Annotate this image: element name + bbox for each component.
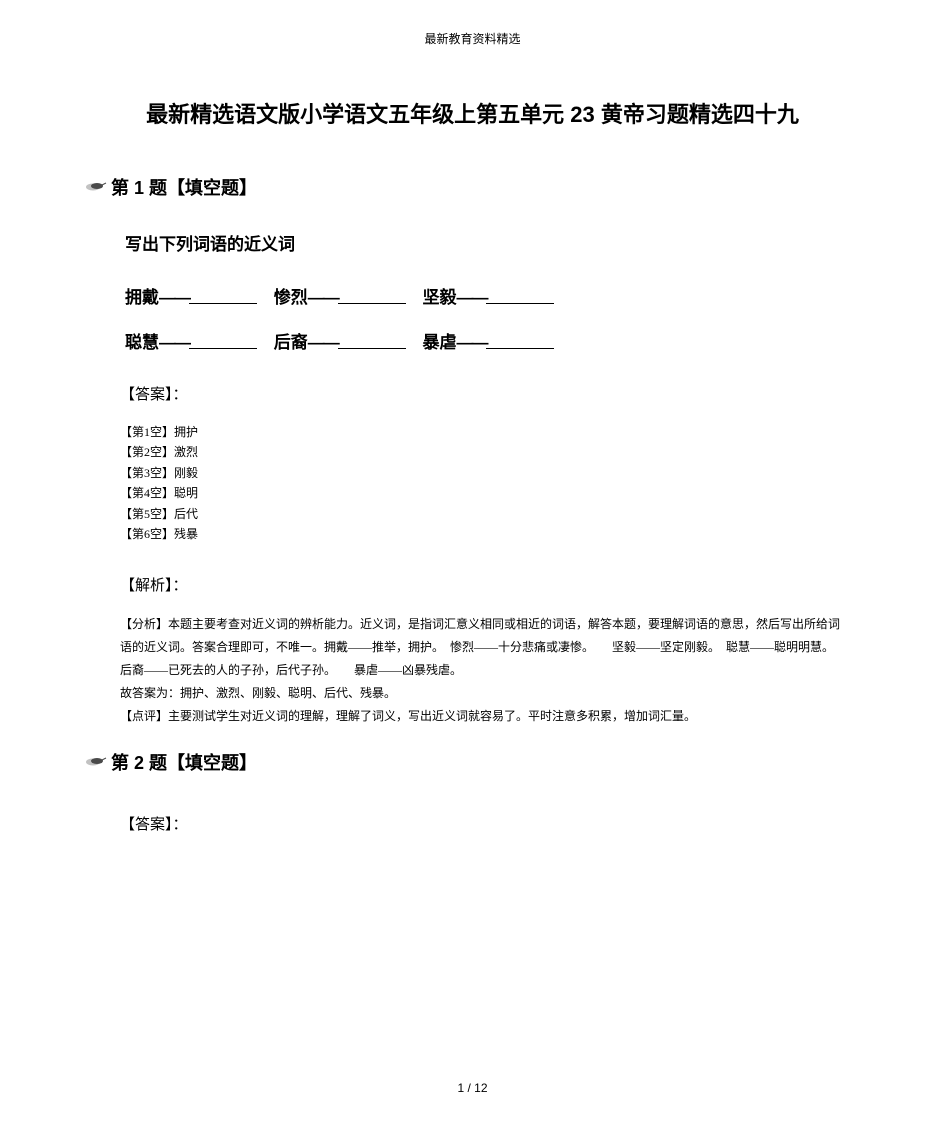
blank-item: 聪慧—— <box>125 328 257 353</box>
answer-label-2: 【答案】： <box>120 813 850 834</box>
answer-item: 【第3空】刚毅 <box>120 463 850 483</box>
answer-item: 【第2空】激烈 <box>120 442 850 462</box>
page-number: 1 / 12 <box>457 1081 487 1095</box>
page-header: 最新教育资料精选 <box>95 30 850 47</box>
analysis-paragraph: 故答案为：拥护、激烈、刚毅、聪明、后代、残暴。 <box>120 682 840 705</box>
analysis-text: 【分析】本题主要考查对近义词的辨析能力。近义词，是指词汇意义相同或相近的词语，解… <box>120 613 840 727</box>
question-2-header: 第 2 题【填空题】 <box>85 749 850 775</box>
main-title: 最新精选语文版小学语文五年级上第五单元 23 黄帝习题精选四十九 <box>95 97 850 129</box>
answer-item: 【第6空】残暴 <box>120 524 850 544</box>
bullet-icon <box>85 180 107 194</box>
question-2-title: 第 2 题【填空题】 <box>111 749 257 775</box>
answer-item: 【第5空】后代 <box>120 504 850 524</box>
analysis-label: 【解析】： <box>120 574 850 595</box>
answer-item: 【第1空】拥护 <box>120 422 850 442</box>
question-1-header: 第 1 题【填空题】 <box>85 174 850 200</box>
blank-row-2: 聪慧—— 后裔—— 暴虐—— <box>125 328 850 353</box>
blank-item: 惨烈—— <box>274 283 406 308</box>
blank-item: 拥戴—— <box>125 283 257 308</box>
answer-list: 【第1空】拥护 【第2空】激烈 【第3空】刚毅 【第4空】聪明 【第5空】后代 … <box>120 422 850 544</box>
answer-label: 【答案】： <box>120 383 850 404</box>
blank-item: 后裔—— <box>274 328 406 353</box>
blank-row-1: 拥戴—— 惨烈—— 坚毅—— <box>125 283 850 308</box>
blank-item: 坚毅—— <box>422 283 554 308</box>
analysis-paragraph: 【分析】本题主要考查对近义词的辨析能力。近义词，是指词汇意义相同或相近的词语，解… <box>120 613 840 681</box>
question-1-instruction: 写出下列词语的近义词 <box>125 230 850 255</box>
question-1-title: 第 1 题【填空题】 <box>111 174 257 200</box>
answer-item: 【第4空】聪明 <box>120 483 850 503</box>
analysis-paragraph: 【点评】主要测试学生对近义词的理解，理解了词义，写出近义词就容易了。平时注意多积… <box>120 705 840 728</box>
bullet-icon <box>85 755 107 769</box>
blank-item: 暴虐—— <box>422 328 554 353</box>
